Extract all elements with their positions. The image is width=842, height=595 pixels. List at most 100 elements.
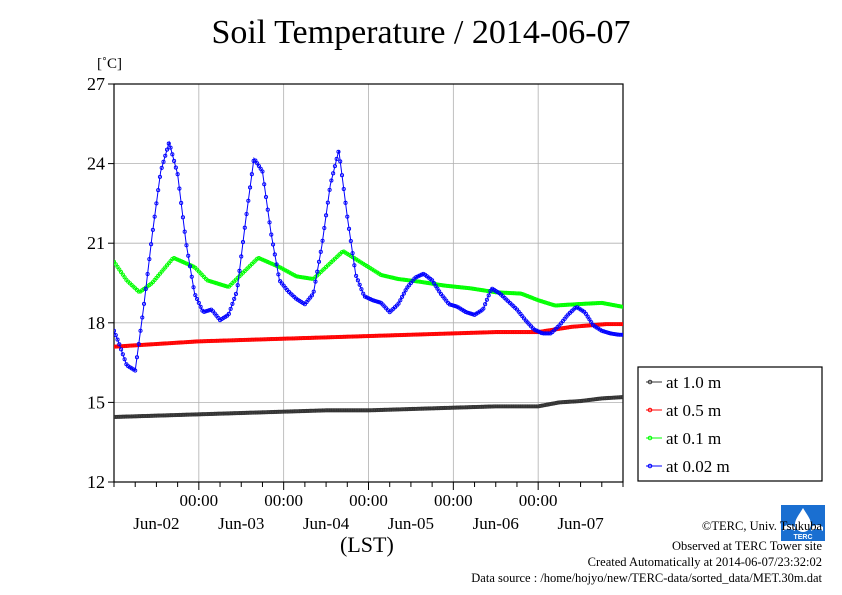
series-point	[341, 186, 346, 192]
y-tick-label: 12	[87, 472, 105, 492]
series-point	[468, 311, 474, 316]
series-point	[320, 238, 325, 243]
series-point	[339, 173, 345, 178]
series-point	[345, 214, 350, 219]
series-point	[385, 274, 390, 279]
series-point	[548, 302, 553, 307]
series-point	[620, 322, 623, 327]
series-point	[539, 299, 544, 304]
series-point	[202, 309, 207, 314]
series-point	[396, 301, 401, 306]
series-point	[119, 347, 124, 352]
series-point	[117, 342, 122, 347]
series-point	[599, 328, 604, 333]
series-point	[235, 283, 240, 288]
series-point	[585, 314, 590, 319]
series-point	[136, 289, 141, 294]
series-point	[486, 293, 491, 298]
series-point	[226, 311, 231, 316]
series-at-0-02-m	[114, 140, 623, 373]
series-point	[389, 275, 394, 280]
series-point	[265, 207, 270, 212]
x-tick-time-label: 00:00	[519, 491, 558, 510]
series-point	[263, 194, 269, 200]
series-point	[620, 395, 623, 400]
series-point	[193, 293, 198, 298]
series-point	[453, 304, 458, 309]
chart-title: Soil Temperature / 2014-06-07	[211, 14, 631, 51]
series-point	[373, 299, 378, 304]
series-point	[150, 227, 155, 232]
series-point	[230, 301, 235, 306]
series-point	[143, 286, 148, 292]
series-point	[518, 291, 523, 296]
series-point	[380, 273, 385, 278]
series-point	[217, 282, 223, 287]
series-point	[619, 304, 623, 309]
series-point	[309, 276, 314, 281]
logo-text: TERC	[793, 534, 812, 541]
series-point	[149, 242, 154, 247]
series-point	[207, 278, 212, 284]
credit-created: Created Automatically at 2014-06-07/23:3…	[587, 555, 822, 569]
series-point	[258, 166, 263, 171]
series-point	[239, 254, 244, 259]
series-point	[315, 269, 320, 274]
series-point	[114, 333, 118, 338]
series-point	[260, 169, 265, 174]
series-point	[228, 306, 233, 311]
series-point	[274, 262, 279, 267]
series-point	[216, 281, 221, 286]
series-point	[318, 249, 323, 254]
series-point	[447, 302, 452, 307]
series-point	[184, 243, 189, 248]
series-point	[175, 172, 180, 177]
series-point	[375, 299, 380, 304]
series-point	[322, 226, 327, 231]
series-point	[316, 259, 322, 264]
series-point	[313, 279, 318, 284]
y-tick-label: 27	[87, 74, 105, 94]
series-point	[271, 242, 276, 247]
series-point	[134, 355, 140, 360]
grid-lines	[114, 83, 623, 483]
series-point	[546, 301, 551, 306]
series-point	[484, 297, 489, 302]
series-point	[122, 357, 127, 362]
series-point	[543, 300, 548, 305]
series-point	[361, 291, 366, 296]
x-axis-label: (LST)	[340, 532, 394, 557]
series-point	[205, 278, 210, 283]
series-point	[387, 274, 392, 280]
series-point	[437, 289, 442, 294]
series-point	[179, 200, 184, 206]
series-point	[203, 309, 208, 314]
series-point	[371, 298, 376, 303]
series-point	[253, 158, 258, 163]
series-point	[537, 298, 542, 303]
series-point	[619, 395, 623, 400]
series-point	[400, 294, 405, 299]
series-point	[606, 330, 611, 336]
series-point	[431, 281, 436, 286]
series-point	[214, 281, 219, 286]
series-point	[141, 301, 147, 306]
series-point	[620, 304, 623, 309]
series-point	[212, 280, 217, 285]
legend-swatch-point	[647, 463, 653, 469]
series-point	[311, 289, 316, 294]
series-point	[398, 298, 403, 303]
x-tick-time-label: 00:00	[264, 491, 303, 510]
series-point	[152, 214, 157, 219]
y-tick-label: 15	[87, 392, 105, 412]
series-point	[401, 291, 406, 296]
series-point	[251, 158, 256, 163]
series-point	[168, 145, 173, 150]
series-point	[248, 185, 253, 190]
series-point	[343, 200, 348, 205]
series-point	[603, 329, 608, 334]
series-point	[180, 215, 185, 220]
series-point	[467, 311, 472, 316]
series-point	[334, 156, 339, 162]
